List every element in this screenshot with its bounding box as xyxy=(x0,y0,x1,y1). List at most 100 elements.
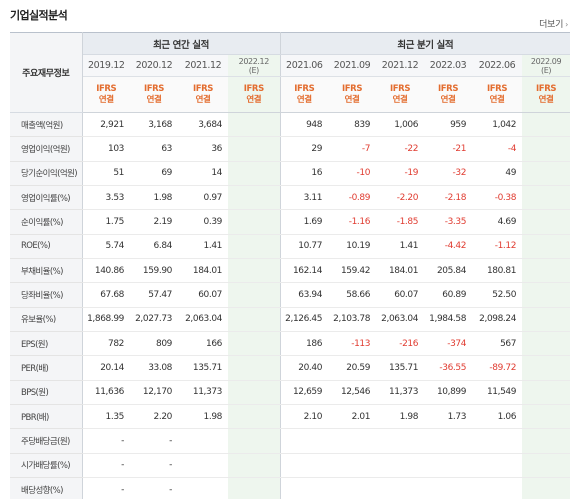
table-cell: 3,684 xyxy=(178,112,228,138)
table-row: PER(배) 20.14 33.08 135.71 20.40 20.59 135.71 -3… xyxy=(10,355,571,381)
table-cell: 2,063.04 xyxy=(376,307,425,333)
table-cell: -19 xyxy=(376,161,425,187)
table-row: 당좌비율(%) 67.68 57.47 60.07 63.94 58.66 60.07 60.… xyxy=(10,282,571,308)
table-cell: 184.01 xyxy=(376,258,425,284)
table-cell: 159.90 xyxy=(130,258,178,284)
more-link[interactable]: 더보기 › xyxy=(539,17,568,30)
table-cell: 1.75 xyxy=(82,209,130,235)
table-cell xyxy=(228,161,281,187)
table-cell: 52.50 xyxy=(472,282,523,308)
period-header: 2022.03 xyxy=(424,54,473,77)
table-cell: 16 xyxy=(280,161,329,187)
table-cell: 60.07 xyxy=(376,282,425,308)
period-header: 2021.09 xyxy=(328,54,377,77)
period-label: 2019.12 xyxy=(88,60,125,71)
ifrs-badge: IFRS 연결 xyxy=(376,76,425,113)
table-row: EPS(원) 782 809 166 186 -113 -216 -374 567 xyxy=(10,331,571,357)
table-cell xyxy=(522,404,571,430)
chevron-right-icon: › xyxy=(565,20,568,29)
table-cell xyxy=(228,428,281,454)
table-cell xyxy=(376,477,425,499)
more-link-label: 더보기 xyxy=(539,20,564,30)
table-cell xyxy=(472,477,523,499)
row-header-label: 주요재무정보 xyxy=(10,32,83,113)
table-cell xyxy=(522,112,571,138)
table-row: 주당배당금(원) - - xyxy=(10,428,571,454)
table-cell: 5.74 xyxy=(82,234,130,260)
table-cell xyxy=(178,428,228,454)
table-cell: - xyxy=(82,428,130,454)
table-cell: -89.72 xyxy=(472,355,523,381)
table-cell: 6.84 xyxy=(130,234,178,260)
ifrs-badge: IFRS 연결 xyxy=(328,76,377,113)
table-cell: 2.19 xyxy=(130,209,178,235)
table-cell xyxy=(280,428,329,454)
table-cell xyxy=(280,477,329,499)
table-cell xyxy=(472,453,523,479)
table-cell xyxy=(522,282,571,308)
table-row: 영업이익률(%) 3.53 1.98 0.97 3.11 -0.89 -2.20 -2.18-… xyxy=(10,185,571,211)
ifrs-line1: IFRS xyxy=(536,83,557,94)
table-cell xyxy=(228,136,281,162)
table-cell xyxy=(228,307,281,333)
row-label: 시가배당률(%) xyxy=(10,453,83,479)
table-cell: 2,126.45 xyxy=(280,307,329,333)
table-cell: 1.41 xyxy=(376,234,425,260)
table-cell: 0.39 xyxy=(178,209,228,235)
table-cell: -1.12 xyxy=(472,234,523,260)
row-label: 당기순이익(억원) xyxy=(10,161,83,187)
ifrs-badge: IFRS 연결 xyxy=(178,76,228,113)
table-row: 순이익률(%) 1.75 2.19 0.39 1.69 -1.16 -1.85 -3.35 4.… xyxy=(10,209,571,235)
table-cell: -113 xyxy=(328,331,377,357)
period-label: 2021.06 xyxy=(286,60,323,71)
ifrs-line2: 연결 xyxy=(195,94,211,105)
ifrs-line2: 연결 xyxy=(146,94,162,105)
ifrs-line1: IFRS xyxy=(390,83,411,94)
row-label: ROE(%) xyxy=(10,234,83,260)
table-row: BPS(원) 11,636 12,170 11,373 12,659 12,546 11,3… xyxy=(10,380,571,406)
table-cell xyxy=(328,428,377,454)
table-cell: 2,098.24 xyxy=(472,307,523,333)
ifrs-badge: IFRS 연결 xyxy=(82,76,130,113)
ifrs-line1: IFRS xyxy=(243,83,264,94)
table-cell xyxy=(522,355,571,381)
table-cell: -7 xyxy=(328,136,377,162)
table-cell: -2.18 xyxy=(424,185,473,211)
row-label: 매출액(억원) xyxy=(10,112,83,138)
table-cell: -10 xyxy=(328,161,377,187)
table-cell: 1,042 xyxy=(472,112,523,138)
table-cell: 162.14 xyxy=(280,258,329,284)
row-label: PBR(배) xyxy=(10,404,83,430)
period-header: 2019.12 xyxy=(82,54,130,77)
table-cell: 69 xyxy=(130,161,178,187)
row-label: PER(배) xyxy=(10,355,83,381)
table-cell: -2.20 xyxy=(376,185,425,211)
table-cell xyxy=(178,477,228,499)
table-cell: 10.77 xyxy=(280,234,329,260)
table-cell: 1,868.99 xyxy=(82,307,130,333)
table-cell xyxy=(328,453,377,479)
table-cell: 63.94 xyxy=(280,282,329,308)
row-label: 당좌비율(%) xyxy=(10,282,83,308)
table-row: 매출액(억원) 2,921 3,168 3,684 948 839 1,006 959 1,04… xyxy=(10,112,571,138)
table-cell: 33.08 xyxy=(130,355,178,381)
table-row: 배당성향(%) - - xyxy=(10,477,571,499)
ifrs-line1: IFRS xyxy=(342,83,363,94)
table-cell: 3.11 xyxy=(280,185,329,211)
ifrs-line2: 연결 xyxy=(538,94,554,105)
table-cell xyxy=(472,428,523,454)
table-cell: 11,549 xyxy=(472,380,523,406)
table-cell xyxy=(522,136,571,162)
table-cell: 60.07 xyxy=(178,282,228,308)
table-cell: -4 xyxy=(472,136,523,162)
table-cell xyxy=(522,380,571,406)
ifrs-line2: 연결 xyxy=(489,94,505,105)
table-cell xyxy=(228,185,281,211)
table-cell: 103 xyxy=(82,136,130,162)
ifrs-line1: IFRS xyxy=(96,83,117,94)
table-cell: 809 xyxy=(130,331,178,357)
table-cell: - xyxy=(130,428,178,454)
table-cell: 1.98 xyxy=(376,404,425,430)
table-cell: 1.41 xyxy=(178,234,228,260)
table-cell: - xyxy=(82,453,130,479)
